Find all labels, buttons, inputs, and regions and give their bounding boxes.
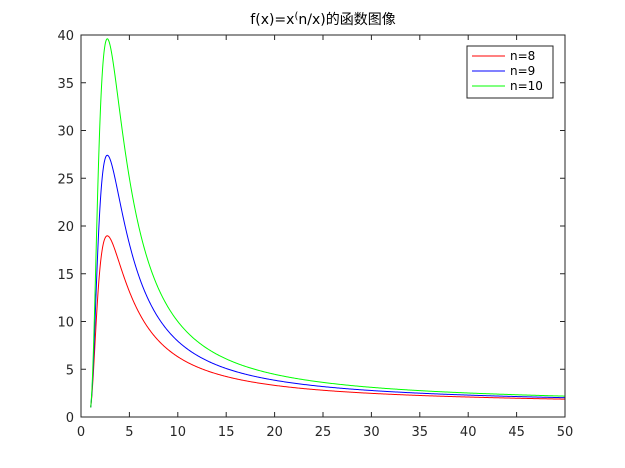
x-tick-label: 30 [363,425,380,440]
x-tick-label: 15 [218,425,235,440]
y-tick-label: 0 [66,411,74,426]
y-tick-label: 25 [57,172,74,187]
chart-title: f(x)=x(n/x)的函数图像 [250,11,395,28]
y-tick-label: 15 [57,268,74,283]
plot-area [81,35,565,417]
y-tick-label: 10 [57,316,74,331]
x-tick-label: 0 [77,425,85,440]
y-tick-label: 40 [57,29,74,44]
series-line-n-8 [90,235,566,408]
x-tick-label: 5 [125,425,133,440]
axes: 0 5 10 15 20 25 30 35 40 45 50 0 5 10 15 20 25 30 35 40 [57,29,573,440]
series-line-n-9 [90,154,566,408]
x-tick-label: 20 [266,425,283,440]
legend-label: n=8 [510,49,535,63]
x-tick-label: 40 [460,425,477,440]
y-tick-label: 35 [57,77,74,92]
legend-box [466,45,554,99]
series-line-n-10 [90,38,566,408]
x-tick-label: 50 [557,425,574,440]
y-tick-label: 20 [57,220,74,235]
x-tick-label: 35 [412,425,429,440]
x-tick-label: 25 [315,425,332,440]
y-tick-label: 30 [57,125,74,140]
legend-label: n=9 [510,64,535,78]
legend: n=8n=9n=10 [466,45,554,99]
y-tick-label: 5 [66,363,74,378]
legend-label: n=10 [510,79,543,93]
series-curves [90,38,566,408]
x-tick-label: 45 [508,425,525,440]
x-tick-label: 10 [170,425,187,440]
